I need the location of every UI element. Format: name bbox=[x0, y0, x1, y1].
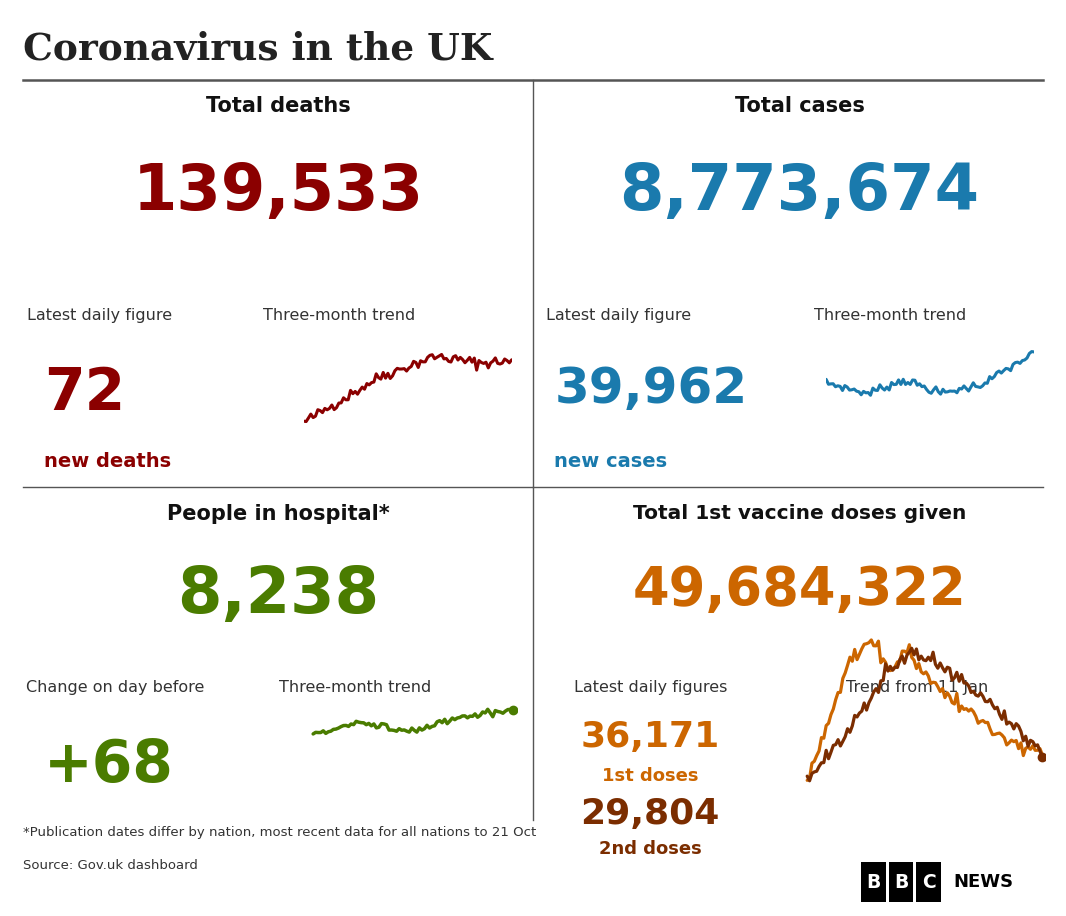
Text: Total cases: Total cases bbox=[734, 96, 865, 116]
Text: Trend from 11 Jan: Trend from 11 Jan bbox=[845, 681, 988, 695]
Text: Three-month trend: Three-month trend bbox=[814, 308, 966, 323]
Text: 1st doses: 1st doses bbox=[602, 767, 698, 785]
Text: B: B bbox=[894, 873, 908, 892]
Text: Coronavirus in the UK: Coronavirus in the UK bbox=[23, 30, 492, 67]
Text: B: B bbox=[867, 873, 881, 892]
Text: 36,171: 36,171 bbox=[581, 720, 720, 754]
Text: NEWS: NEWS bbox=[954, 873, 1014, 891]
Text: Three-month trend: Three-month trend bbox=[263, 308, 416, 323]
Text: People in hospital*: People in hospital* bbox=[167, 504, 389, 524]
Text: Latest daily figure: Latest daily figure bbox=[546, 308, 691, 323]
Text: Latest daily figures: Latest daily figures bbox=[574, 681, 727, 695]
Text: 72: 72 bbox=[44, 365, 125, 422]
FancyBboxPatch shape bbox=[889, 862, 914, 902]
Text: 2nd doses: 2nd doses bbox=[599, 840, 701, 857]
Text: 8,238: 8,238 bbox=[177, 563, 379, 626]
Text: Total deaths: Total deaths bbox=[206, 96, 351, 116]
Text: 8,773,674: 8,773,674 bbox=[619, 161, 980, 224]
Text: Total 1st vaccine doses given: Total 1st vaccine doses given bbox=[633, 504, 966, 523]
Text: 49,684,322: 49,684,322 bbox=[632, 563, 967, 616]
Text: +68: +68 bbox=[44, 736, 174, 793]
Text: Change on day before: Change on day before bbox=[26, 681, 205, 695]
Text: 29,804: 29,804 bbox=[581, 797, 720, 831]
Text: Source: Gov.uk dashboard: Source: Gov.uk dashboard bbox=[23, 859, 198, 872]
Text: 139,533: 139,533 bbox=[132, 161, 424, 224]
Text: new deaths: new deaths bbox=[44, 452, 171, 471]
FancyBboxPatch shape bbox=[917, 862, 941, 902]
Text: new cases: new cases bbox=[554, 452, 667, 471]
Text: Latest daily figure: Latest daily figure bbox=[28, 308, 173, 323]
Text: 39,962: 39,962 bbox=[554, 365, 747, 413]
Text: *Publication dates differ by nation, most recent data for all nations to 21 Oct: *Publication dates differ by nation, mos… bbox=[23, 826, 536, 839]
Text: Three-month trend: Three-month trend bbox=[278, 681, 431, 695]
Text: C: C bbox=[922, 873, 936, 892]
FancyBboxPatch shape bbox=[861, 862, 886, 902]
